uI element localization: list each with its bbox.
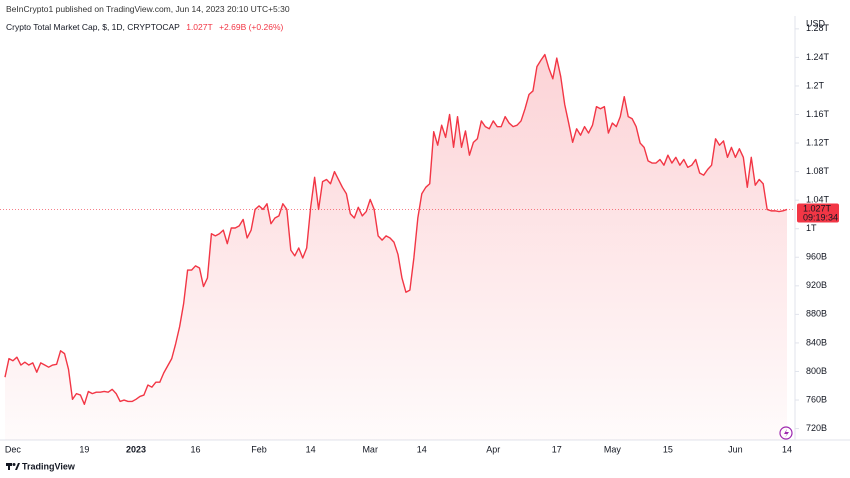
last-price-label: 1.027T <box>803 203 832 213</box>
brand: TradingView <box>22 461 76 471</box>
x-tick-label: 15 <box>663 444 673 454</box>
y-tick-label: 920B <box>806 280 827 290</box>
chart-title: Crypto Total Market Cap, $, 1D, CRYPTOCA… <box>6 22 180 32</box>
y-tick-label: 1.24T <box>806 52 830 62</box>
brand-logo <box>6 463 20 470</box>
x-tick-label: 19 <box>79 444 89 454</box>
x-tick-label: Dec <box>5 444 22 454</box>
last-price-box <box>797 203 839 223</box>
countdown: 09:19:34 <box>803 212 838 222</box>
x-tick-label: Mar <box>362 444 378 454</box>
area <box>5 54 787 441</box>
x-tick-label: 16 <box>191 444 201 454</box>
x-tick-label: 2023 <box>126 444 146 454</box>
y-tick-label: 840B <box>806 337 827 347</box>
y-tick-label: 1.28T <box>806 23 830 33</box>
x-tick-label: 14 <box>306 444 316 454</box>
y-tick-label: 1T <box>806 223 817 233</box>
y-tick-label: 1.2T <box>806 80 825 90</box>
x-tick-label: Jun <box>728 444 743 454</box>
y-axis-label: USD <box>806 18 826 28</box>
y-tick-label: 1.04T <box>806 195 830 205</box>
x-tick-label: Feb <box>251 444 267 454</box>
y-tick-label: 720B <box>806 423 827 433</box>
x-tick-label: May <box>604 444 622 454</box>
y-tick-label: 1.08T <box>806 166 830 176</box>
y-tick-label: 800B <box>806 366 827 376</box>
legend-row: Crypto Total Market Cap, $, 1D, CRYPTOCA… <box>6 22 287 32</box>
x-tick-label: 14 <box>417 444 427 454</box>
x-tick-label: Apr <box>486 444 500 454</box>
x-tick-label: 17 <box>552 444 562 454</box>
line <box>4 53 788 406</box>
last-value: 1.027T <box>186 22 213 32</box>
published-note: BeInCrypto1 published on TradingView.com… <box>6 4 290 14</box>
x-tick-label: 14 <box>782 444 792 454</box>
y-tick-label: 1.12T <box>806 137 830 147</box>
change: +2.69B (+0.26%) <box>219 22 284 32</box>
y-tick-label: 960B <box>806 252 827 262</box>
y-tick-label: 1.16T <box>806 109 830 119</box>
y-tick-label: 760B <box>806 394 827 404</box>
y-tick-label: 880B <box>806 309 827 319</box>
